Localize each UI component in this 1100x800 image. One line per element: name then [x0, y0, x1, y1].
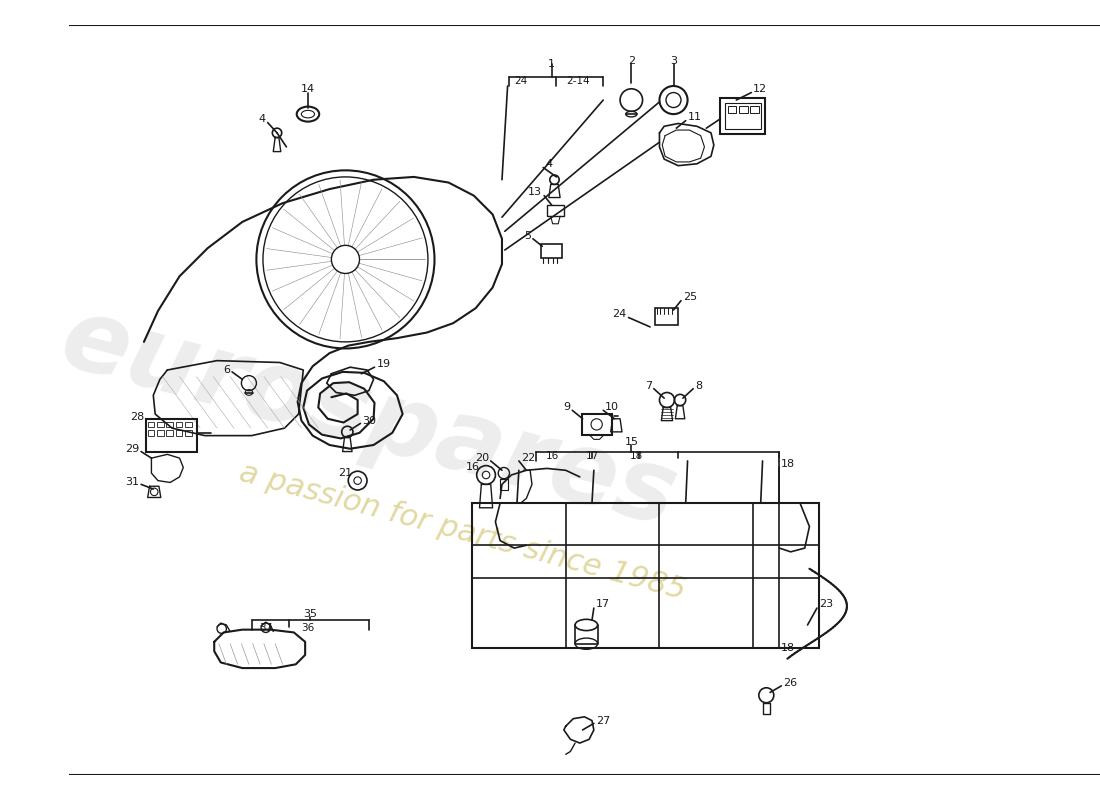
Text: 7: 7 [645, 381, 652, 391]
Text: 2-14: 2-14 [566, 76, 590, 86]
Text: 35: 35 [302, 609, 317, 618]
Text: 28: 28 [130, 412, 144, 422]
Bar [185, 430, 191, 436]
Text: 16: 16 [546, 451, 559, 462]
Text: a passion for parts since 1985: a passion for parts since 1985 [236, 458, 689, 605]
Bar [541, 245, 562, 258]
Text: 22: 22 [520, 453, 535, 463]
Bar [166, 430, 173, 436]
Text: 17: 17 [585, 451, 598, 462]
Text: 15: 15 [625, 437, 638, 447]
Bar [166, 422, 173, 427]
Text: 30: 30 [362, 416, 376, 426]
Text: 2: 2 [628, 56, 635, 66]
Text: 24: 24 [613, 309, 627, 318]
Text: 17: 17 [596, 599, 609, 610]
Bar [728, 106, 736, 113]
Bar [739, 106, 748, 113]
Text: 6: 6 [223, 365, 230, 375]
Bar [176, 422, 183, 427]
Text: 25: 25 [683, 292, 697, 302]
Text: 36: 36 [301, 622, 315, 633]
Text: 24: 24 [514, 76, 527, 86]
Text: 21: 21 [338, 468, 352, 478]
Text: 3: 3 [670, 56, 676, 66]
Text: 5: 5 [524, 231, 531, 241]
Bar [176, 430, 183, 436]
Text: 12: 12 [754, 84, 768, 94]
Bar [157, 422, 164, 427]
Text: 20: 20 [475, 453, 488, 463]
Bar [147, 422, 154, 427]
Bar [750, 106, 759, 113]
Text: 16: 16 [465, 462, 480, 473]
Text: 27: 27 [596, 715, 611, 726]
Text: 19: 19 [376, 359, 390, 370]
Bar [147, 430, 154, 436]
Bar [185, 422, 191, 427]
Bar [472, 503, 818, 648]
Text: 23: 23 [818, 599, 833, 610]
Bar [146, 418, 197, 451]
Bar [720, 98, 766, 134]
Text: 31: 31 [125, 478, 140, 487]
Text: 4: 4 [258, 114, 266, 124]
Bar [582, 414, 612, 434]
Text: 10: 10 [605, 402, 619, 413]
Bar [725, 103, 761, 129]
Text: 9: 9 [563, 402, 571, 413]
Text: 18: 18 [781, 458, 795, 469]
Text: 1: 1 [548, 59, 556, 70]
Bar [654, 308, 679, 325]
Text: 26: 26 [783, 678, 798, 688]
Text: 8: 8 [695, 381, 702, 391]
Text: 13: 13 [528, 187, 542, 197]
Text: 11: 11 [688, 112, 702, 122]
Text: 18: 18 [781, 643, 795, 654]
Text: 18: 18 [629, 451, 642, 462]
Bar [157, 430, 164, 436]
Text: eurospares: eurospares [51, 290, 688, 547]
Text: 29: 29 [125, 444, 140, 454]
Bar [547, 205, 564, 216]
Text: 4: 4 [546, 158, 552, 169]
Text: 14: 14 [301, 84, 315, 94]
Text: 37: 37 [260, 622, 273, 633]
